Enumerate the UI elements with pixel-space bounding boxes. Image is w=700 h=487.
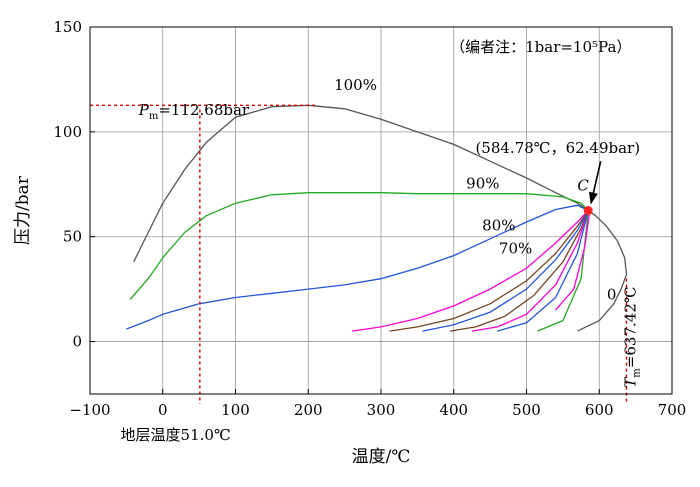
series-line-10 <box>555 210 591 311</box>
cricondenbar-symbol: P <box>138 101 150 119</box>
y-tick-label: 150 <box>53 18 82 36</box>
series-line-0 <box>577 209 628 332</box>
x-tick-label: −100 <box>69 401 110 419</box>
x-tick-label: 400 <box>439 401 468 419</box>
cricondenbar-value: =112.68bar <box>158 101 250 119</box>
grid <box>90 27 672 394</box>
cricondentherm-symbol: T <box>622 377 640 388</box>
cricondenbar-subscript: m <box>149 111 159 122</box>
series-label: 0 <box>607 286 617 304</box>
x-tick-label: 0 <box>158 401 168 419</box>
y-tick-label: 0 <box>72 333 82 351</box>
x-tick-label: 100 <box>221 401 250 419</box>
critical-point-marker <box>583 206 593 216</box>
series-label: 90% <box>466 174 499 192</box>
series-line-7 <box>471 210 589 332</box>
series-line-80pct <box>126 204 589 330</box>
x-ticks: −100 0 100 200 300 400 500 600 700 <box>69 389 686 419</box>
cricondentherm-value: =637.42℃ <box>622 286 640 368</box>
editor-note: （编者注：1bar=10⁵Pa） <box>450 38 631 56</box>
x-axis-title: 温度/℃ <box>352 447 411 467</box>
x-tick-label: 200 <box>294 401 323 419</box>
series-line-70pct <box>351 210 589 332</box>
series-group: 100% 90% 80% 70% 0 <box>126 76 628 332</box>
series-line-100pct <box>133 104 589 263</box>
cricondenbar-label: Pm=112.68bar <box>138 101 250 122</box>
series-line-5 <box>422 210 589 332</box>
y-ticks: 0 50 100 150 <box>53 18 95 351</box>
series-line-4 <box>389 210 589 332</box>
y-tick-label: 100 <box>53 123 82 141</box>
critical-point-arrowhead <box>589 191 598 205</box>
critical-point-label: C <box>577 177 589 195</box>
series-label: 70% <box>499 239 532 257</box>
plot-frame <box>89 26 673 395</box>
series-line-6 <box>449 210 589 332</box>
critical-point-coordinates: (584.78℃，62.49bar) <box>475 139 640 157</box>
x-tick-label: 300 <box>367 401 396 419</box>
series-label: 100% <box>334 76 377 94</box>
x-tick-label: 600 <box>585 401 614 419</box>
series-line-8 <box>497 210 589 332</box>
x-tick-label: 700 <box>658 401 687 419</box>
x-tick-label: 500 <box>512 401 541 419</box>
series-label: 80% <box>482 216 515 234</box>
cricondentherm-label: Tm=637.42℃ <box>622 286 643 387</box>
reference-lines <box>90 104 628 404</box>
series-line-90pct <box>129 192 589 301</box>
formation-temperature-label: 地层温度51.0℃ <box>121 426 231 444</box>
y-tick-label: 50 <box>63 228 82 246</box>
cricondentherm-subscript: m <box>632 368 643 378</box>
y-axis-title: 压力/bar <box>13 175 33 245</box>
